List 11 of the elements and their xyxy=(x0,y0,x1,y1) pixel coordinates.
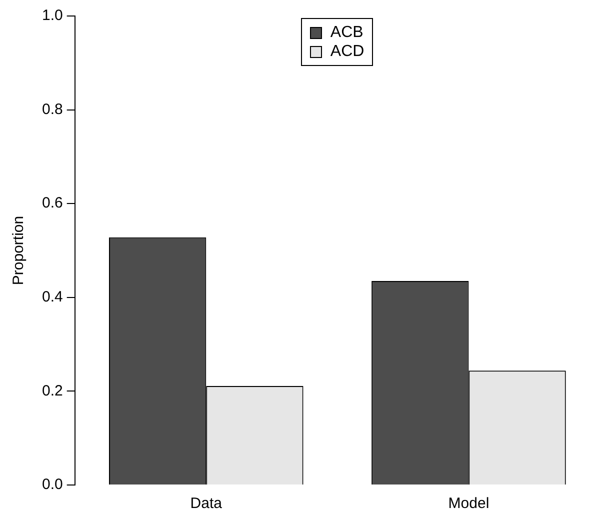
y-axis-title: Proportion xyxy=(10,216,28,286)
y-tick-label: 0.8 xyxy=(42,100,63,118)
legend-label: ACB xyxy=(330,23,364,42)
x-tick-label: Model xyxy=(448,495,490,512)
y-tick-label: 0.6 xyxy=(42,194,63,212)
x-tick-label: Data xyxy=(190,495,223,512)
y-tick-label: 1.0 xyxy=(42,7,63,24)
y-tick-label: 0.4 xyxy=(42,288,63,306)
y-tick-label: 0.0 xyxy=(42,476,63,494)
y-tick-label: 0.2 xyxy=(42,382,63,400)
legend-label: ACD xyxy=(330,42,364,61)
